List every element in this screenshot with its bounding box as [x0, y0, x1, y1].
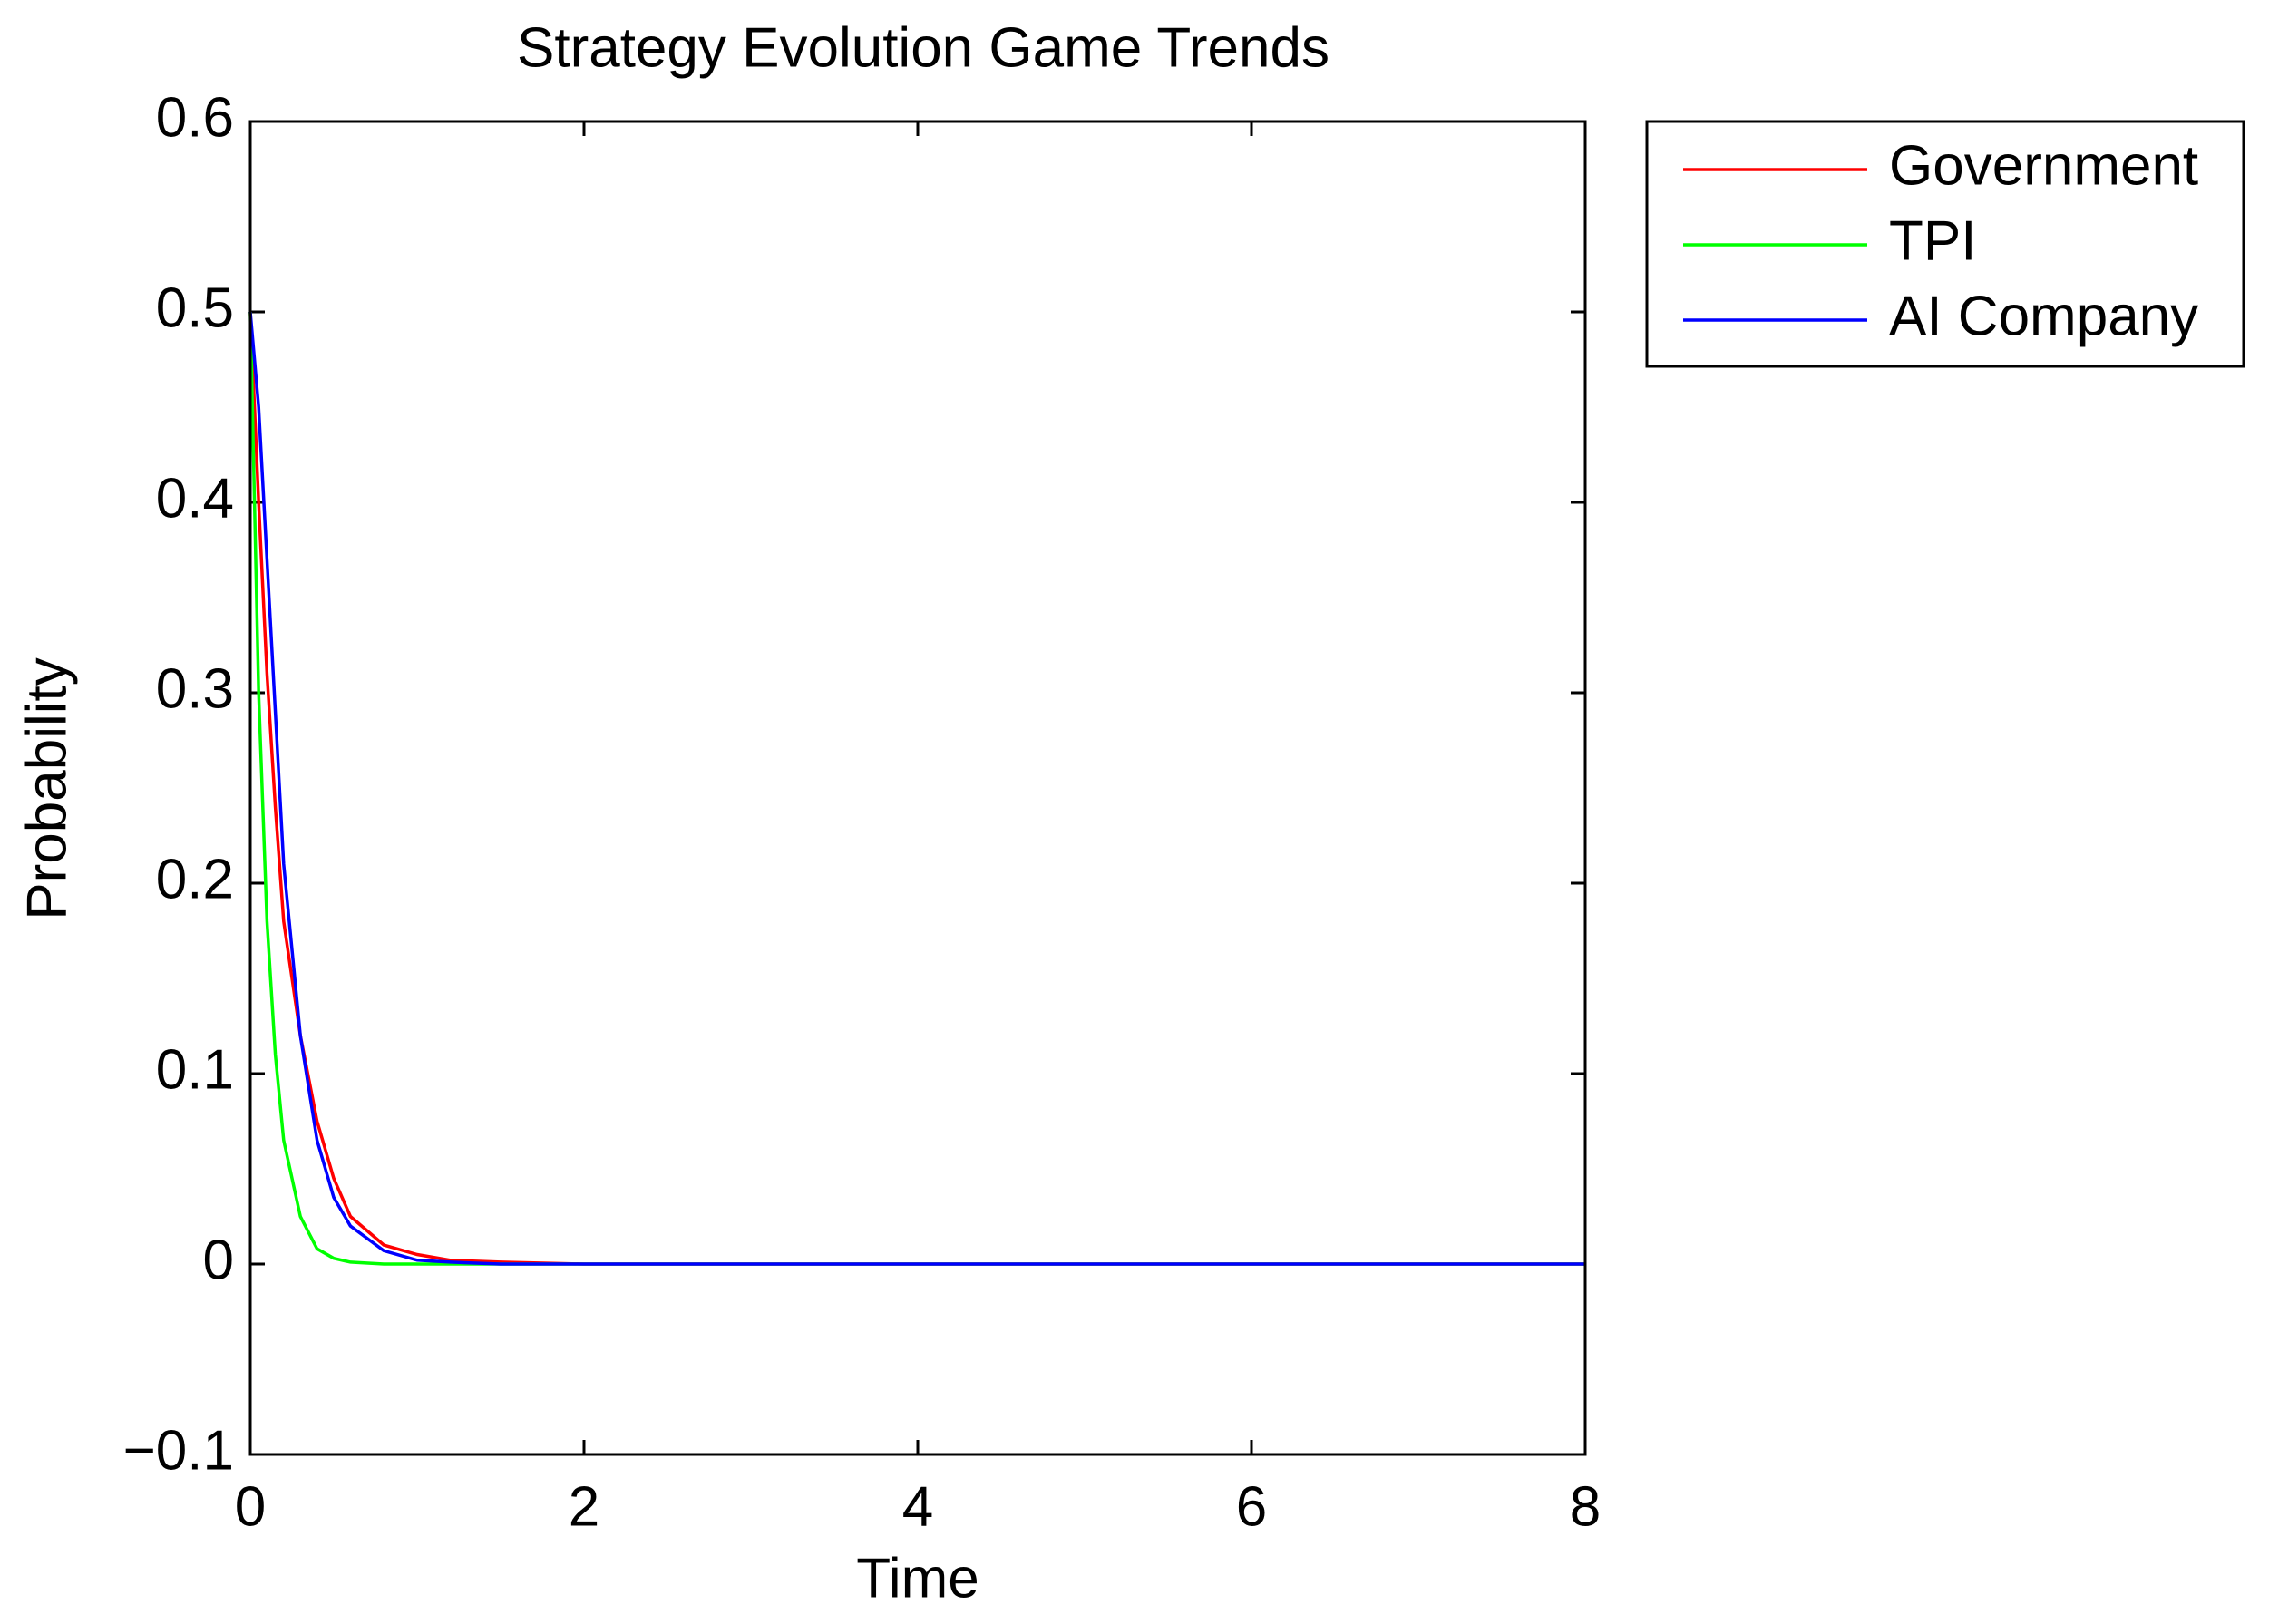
y-tick-label: 0.6 [156, 86, 234, 149]
x-tick-label: 8 [1570, 1475, 1601, 1538]
legend-label: TPI [1889, 209, 1976, 272]
y-tick-label: 0.2 [156, 848, 234, 910]
data-line [248, 311, 1585, 1266]
legend-label: Government [1889, 134, 2198, 197]
data-line [248, 311, 1585, 1266]
x-tick-label: 0 [235, 1475, 266, 1538]
y-tick-label: −0.1 [123, 1419, 234, 1482]
y-tick-label: 0.5 [156, 277, 234, 339]
y-axis-label: Probability [15, 657, 78, 919]
plot-frame [248, 120, 1587, 1456]
y-tick-label: 0.4 [156, 467, 234, 530]
y-tick-label: 0 [203, 1229, 234, 1291]
y-tick-label: 0.1 [156, 1038, 234, 1101]
data-line [248, 311, 1585, 1266]
x-tick-label: 2 [569, 1475, 599, 1538]
x-axis-label: Time [856, 1547, 979, 1609]
x-tick-label: 6 [1236, 1475, 1267, 1538]
y-tick-label: 0.3 [156, 657, 234, 720]
legend-label: AI Company [1889, 285, 2198, 347]
x-tick-label: 4 [902, 1475, 933, 1538]
chart-title: Strategy Evolution Game Trends [517, 16, 1329, 79]
